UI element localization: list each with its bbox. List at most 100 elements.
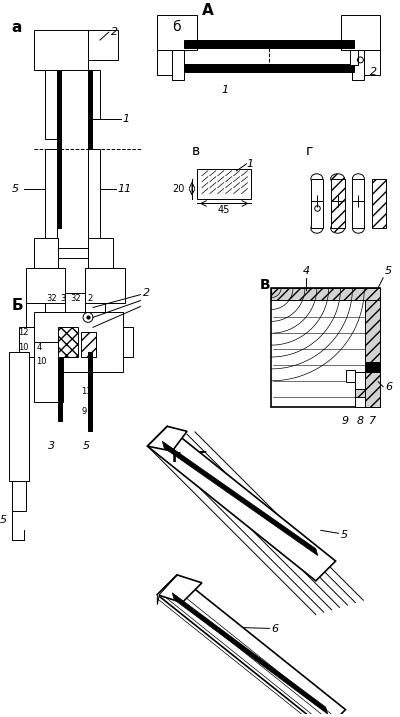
Text: 11: 11: [81, 387, 92, 397]
Bar: [34, 313, 123, 372]
Bar: [157, 50, 182, 75]
Bar: [350, 50, 358, 65]
Ellipse shape: [352, 174, 364, 184]
Text: 32: 32: [70, 293, 80, 303]
Bar: [46, 149, 57, 238]
Text: г: г: [306, 144, 313, 158]
Text: 2: 2: [111, 27, 118, 37]
Bar: [88, 70, 100, 119]
Bar: [81, 332, 96, 357]
Bar: [346, 370, 356, 381]
Bar: [157, 15, 197, 50]
Text: 3: 3: [60, 293, 66, 303]
Bar: [91, 357, 111, 372]
Text: 12: 12: [18, 328, 28, 337]
Ellipse shape: [331, 174, 344, 184]
Bar: [58, 357, 62, 422]
Text: В: В: [259, 277, 270, 292]
Bar: [365, 362, 380, 372]
Bar: [184, 64, 354, 72]
Bar: [340, 15, 380, 50]
Text: 7: 7: [369, 417, 376, 427]
Bar: [34, 238, 58, 268]
Text: 32: 32: [46, 293, 57, 303]
Bar: [88, 70, 92, 228]
Bar: [352, 179, 364, 228]
Text: а: а: [12, 20, 22, 35]
Bar: [57, 70, 61, 228]
Polygon shape: [172, 593, 328, 714]
Text: А: А: [202, 4, 214, 19]
Bar: [85, 268, 125, 303]
Text: б: б: [172, 20, 181, 34]
Text: 5: 5: [82, 441, 90, 451]
Text: 1: 1: [222, 85, 229, 95]
Ellipse shape: [331, 223, 344, 233]
Bar: [34, 30, 88, 70]
Text: 2: 2: [142, 288, 150, 298]
Text: 6: 6: [271, 625, 278, 635]
Bar: [372, 179, 386, 228]
Polygon shape: [148, 427, 336, 581]
Text: 8: 8: [357, 417, 364, 427]
Bar: [352, 50, 364, 80]
Bar: [26, 303, 46, 327]
Text: 1: 1: [246, 159, 254, 169]
Bar: [172, 50, 184, 80]
Text: 10: 10: [18, 343, 28, 351]
Bar: [184, 40, 354, 48]
Text: 4: 4: [302, 266, 310, 276]
Text: 10: 10: [36, 358, 47, 366]
Bar: [356, 50, 380, 75]
Bar: [65, 293, 85, 327]
Bar: [19, 327, 68, 357]
Polygon shape: [148, 427, 187, 451]
Bar: [197, 168, 252, 199]
Text: 11: 11: [118, 184, 132, 194]
Text: 45: 45: [218, 206, 230, 215]
Text: Б: Б: [12, 298, 23, 313]
Bar: [311, 179, 323, 228]
Bar: [78, 327, 132, 357]
Text: 9: 9: [81, 407, 86, 416]
Bar: [365, 300, 380, 407]
Ellipse shape: [311, 174, 323, 184]
Text: 20: 20: [173, 184, 185, 194]
Ellipse shape: [311, 223, 323, 233]
Bar: [34, 357, 53, 372]
Bar: [34, 342, 63, 402]
Bar: [88, 30, 118, 60]
Polygon shape: [157, 575, 202, 603]
Bar: [88, 238, 113, 268]
Text: 5: 5: [0, 516, 7, 526]
Text: в: в: [192, 144, 200, 158]
Bar: [12, 481, 26, 511]
Text: 2: 2: [87, 293, 93, 303]
Bar: [356, 389, 365, 397]
Polygon shape: [162, 441, 318, 556]
Text: 2: 2: [370, 67, 378, 77]
Text: 4: 4: [36, 343, 42, 351]
Bar: [88, 149, 100, 238]
Bar: [331, 179, 344, 228]
Text: Г: Г: [197, 451, 206, 466]
Polygon shape: [157, 575, 177, 604]
Ellipse shape: [352, 223, 364, 233]
Text: Г: Г: [172, 451, 181, 465]
Bar: [271, 288, 380, 407]
Polygon shape: [157, 575, 346, 717]
Text: 9: 9: [342, 417, 349, 427]
Text: 3: 3: [48, 441, 55, 451]
Bar: [88, 352, 92, 432]
Text: 5: 5: [385, 266, 392, 276]
Bar: [356, 372, 365, 407]
Bar: [271, 288, 380, 300]
Text: 5: 5: [12, 184, 19, 194]
Bar: [58, 248, 88, 258]
Bar: [46, 70, 57, 139]
Bar: [26, 268, 65, 303]
Bar: [58, 327, 78, 357]
Text: 6: 6: [385, 381, 392, 391]
Bar: [9, 352, 28, 481]
Bar: [85, 303, 105, 327]
